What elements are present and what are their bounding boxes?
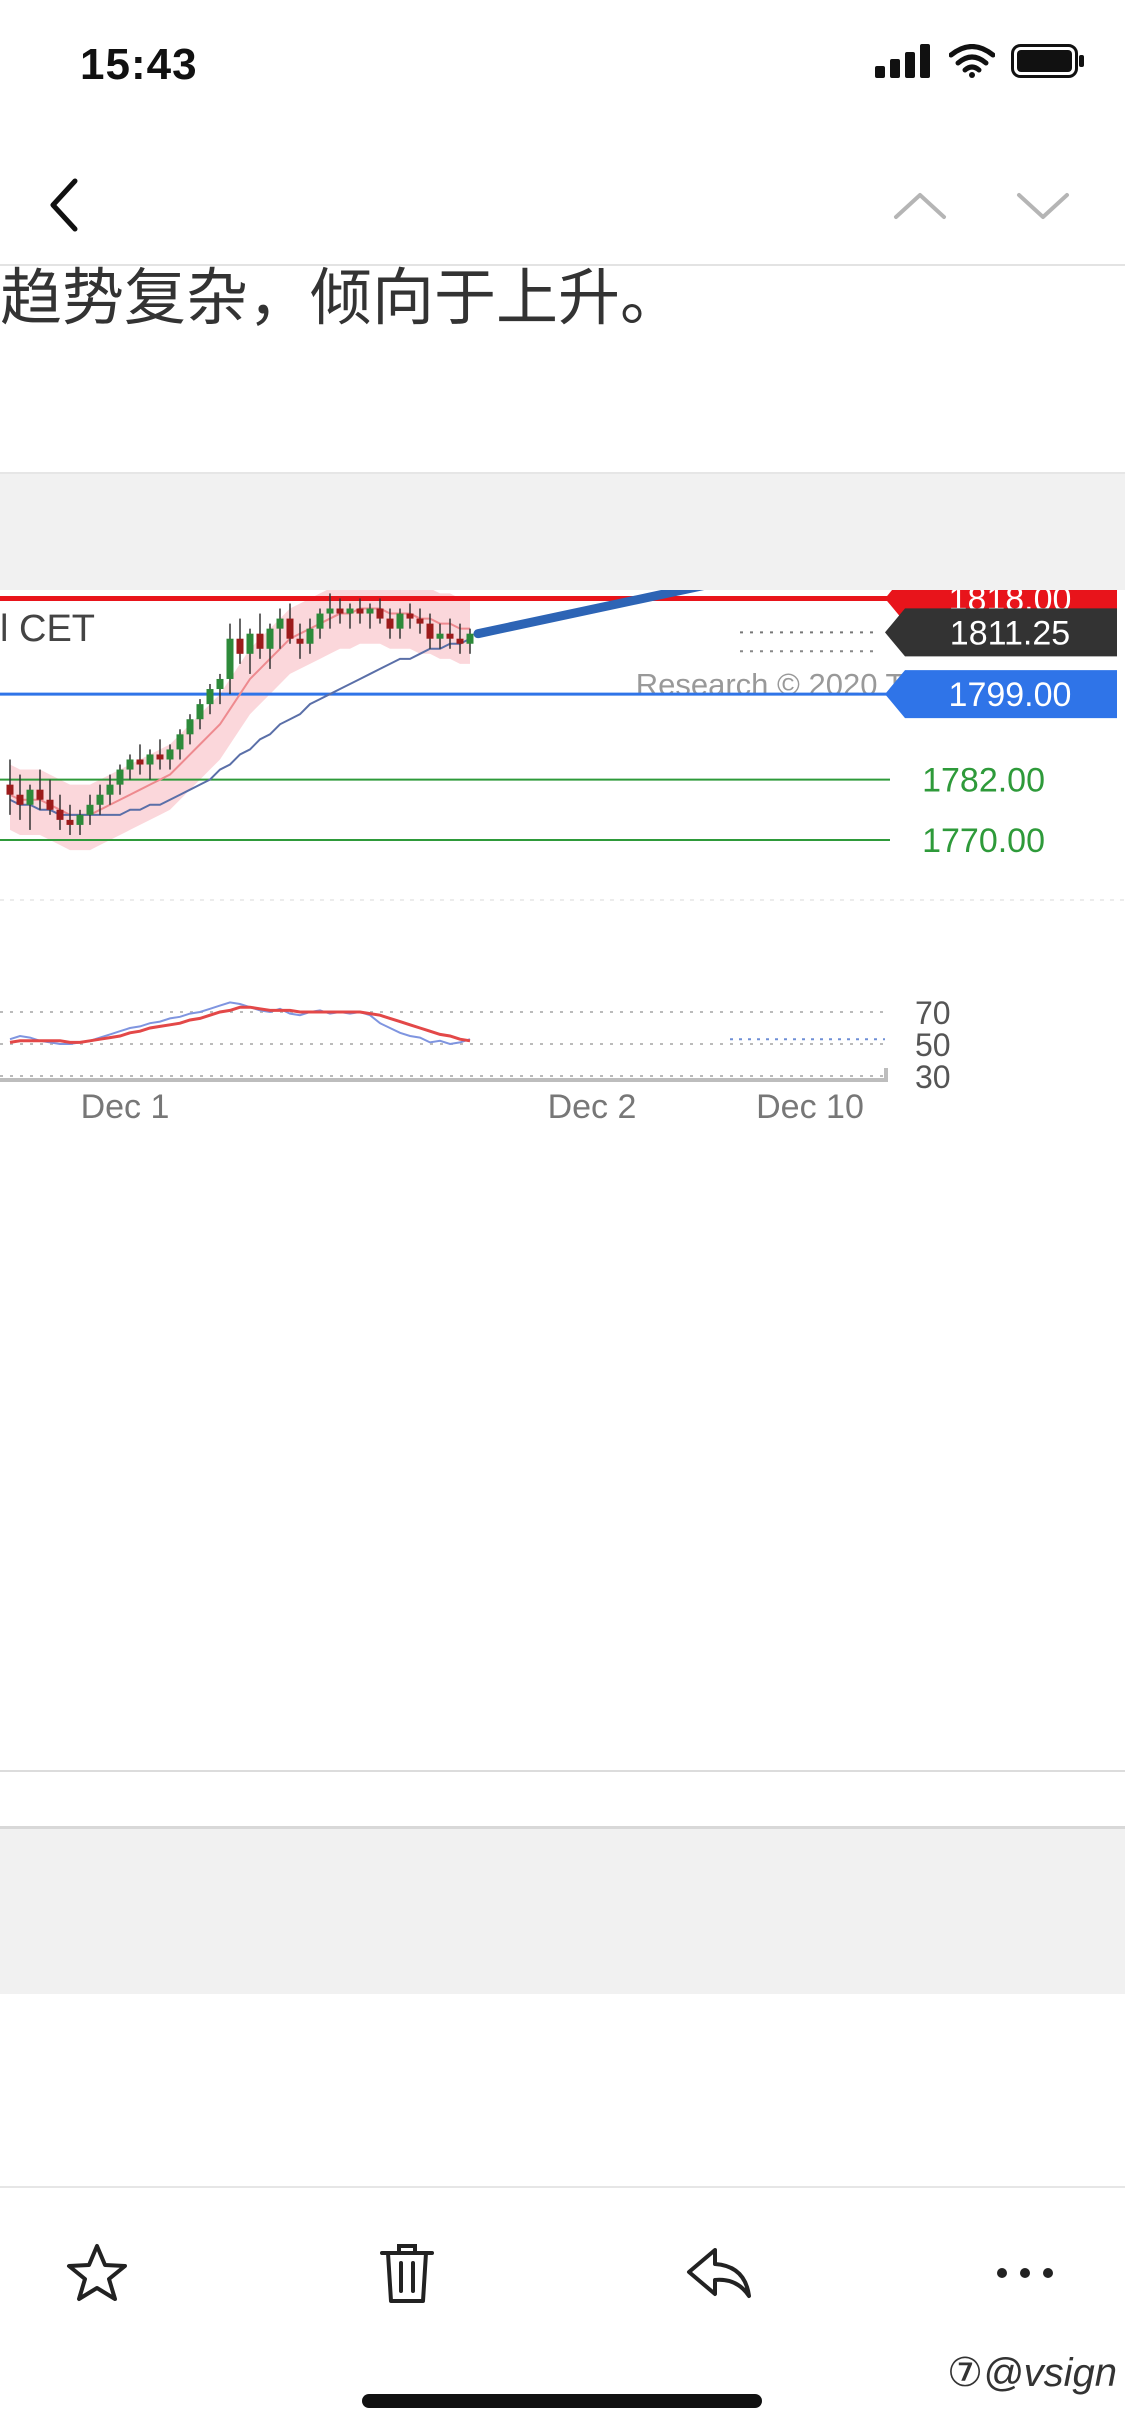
back-button[interactable]	[18, 160, 108, 250]
price-level-badge	[885, 608, 1117, 657]
battery-icon	[1011, 44, 1084, 78]
candle-body	[426, 623, 434, 639]
candle-body	[446, 633, 454, 639]
chart-top-band	[0, 472, 1125, 592]
delete-button[interactable]	[362, 2228, 452, 2318]
candle-body	[66, 819, 74, 825]
moving-average-slow	[9, 637, 471, 816]
candle-body	[86, 804, 94, 815]
chevron-up-icon	[894, 193, 946, 219]
candle-body	[466, 633, 474, 644]
reply-button[interactable]	[674, 2228, 764, 2318]
candle-body	[206, 689, 214, 705]
more-icon	[997, 2268, 1053, 2278]
candle-body	[176, 734, 184, 750]
candle-body	[346, 608, 354, 614]
price-level-label: 1811.25	[950, 614, 1070, 652]
candle-body	[406, 613, 414, 619]
candle-body	[46, 799, 54, 810]
price-level-label: 1799.00	[949, 676, 1072, 714]
chart-time-zone-label: l CET	[0, 608, 95, 650]
candle-body	[146, 754, 154, 765]
price-level-badge	[885, 670, 1117, 719]
chart-bottom-band	[0, 1826, 1125, 1994]
candle-body	[256, 633, 264, 649]
candle-body	[316, 613, 324, 629]
candle-body	[36, 789, 44, 800]
candle-body	[116, 769, 124, 785]
candle-body	[266, 628, 274, 649]
chart-bottom-divider	[0, 1770, 1125, 1772]
more-button[interactable]	[980, 2228, 1070, 2318]
nav-divider	[0, 264, 1125, 266]
home-indicator[interactable]	[362, 2394, 762, 2408]
price-band	[10, 578, 470, 851]
candle-body	[216, 678, 224, 690]
candle-body	[186, 719, 194, 735]
candle-body	[96, 794, 104, 805]
candle-body	[126, 759, 134, 770]
indicator-level-label: 50	[915, 1027, 951, 1063]
trash-icon	[380, 2244, 434, 2303]
cellular-signal-icon	[875, 44, 930, 78]
bottom-toolbar	[0, 2186, 1125, 2348]
star-icon	[67, 2244, 127, 2301]
candle-body	[236, 638, 244, 654]
status-bar: 15:43	[0, 0, 1125, 140]
previous-message-button[interactable]	[875, 160, 965, 250]
article-intro-text: 趋势复杂，倾向于上升。	[0, 261, 683, 334]
candle-body	[166, 749, 174, 760]
candle-body	[136, 759, 144, 765]
candle-body	[376, 608, 384, 619]
candle-body	[156, 754, 164, 760]
x-axis-tick-label: Dec 1	[81, 1088, 170, 1126]
candle-body	[326, 608, 334, 614]
indicator-level-label: 30	[915, 1059, 951, 1095]
next-message-button[interactable]	[998, 160, 1088, 250]
status-icons	[875, 44, 1085, 78]
x-axis-tick-label: Dec 10	[756, 1088, 864, 1126]
rsi-signal-line	[9, 1005, 471, 1044]
chevron-left-icon	[50, 178, 78, 232]
price-chart: Research © 2020 Trading Central1832.0018…	[0, 504, 1125, 1126]
chart-card: Research © 2020 Trading Central1832.0018…	[0, 504, 1125, 1770]
chevron-down-icon	[1017, 193, 1069, 219]
wifi-icon	[949, 44, 995, 78]
watermark-text: ⑦@vsign	[947, 2351, 1117, 2395]
price-level-label: 1770.00	[922, 822, 1045, 860]
candle-body	[246, 633, 254, 654]
candle-body	[276, 618, 284, 629]
candle-body	[16, 794, 24, 805]
candle-body	[396, 613, 404, 629]
candle-body	[76, 814, 84, 825]
candle-body	[386, 618, 394, 629]
candle-body	[296, 638, 304, 644]
nav-bar	[0, 140, 1125, 265]
candle-body	[196, 704, 204, 720]
candle-body	[366, 608, 374, 614]
candle-body	[56, 809, 64, 820]
candle-body	[336, 608, 344, 614]
candle-body	[456, 638, 464, 644]
candle-body	[356, 608, 364, 614]
price-level-label: 1782.00	[922, 762, 1045, 800]
status-time: 15:43	[80, 40, 198, 89]
x-axis-tick-label: Dec 2	[548, 1088, 637, 1126]
candle-body	[106, 784, 114, 795]
candle-body	[26, 789, 34, 805]
candle-body	[226, 638, 234, 679]
candle-body	[306, 628, 314, 644]
reply-icon	[687, 2248, 751, 2298]
candle-body	[416, 618, 424, 624]
indicator-level-label: 70	[915, 995, 951, 1031]
candle-body	[6, 784, 14, 795]
candle-body	[436, 633, 444, 639]
candle-body	[286, 618, 294, 639]
star-button[interactable]	[52, 2228, 142, 2318]
